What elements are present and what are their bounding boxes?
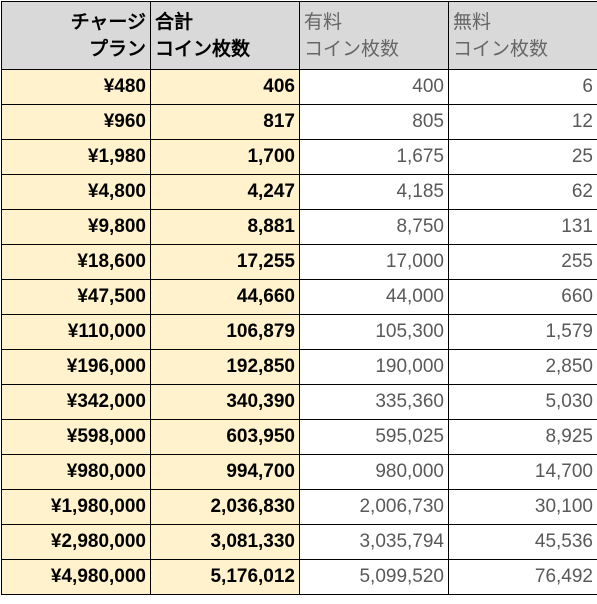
table-cell: ¥980,000 bbox=[1, 454, 151, 490]
header-line: チャージ bbox=[70, 11, 146, 33]
header-row: チャージ プラン 合計 コイン枚数 有料 コイン枚数 無料 コイン枚数 bbox=[1, 1, 597, 70]
table-cell: 62 bbox=[448, 174, 597, 210]
table-cell: ¥598,000 bbox=[1, 419, 151, 455]
table-cell: 340,390 bbox=[150, 384, 300, 420]
header-line: コイン枚数 bbox=[304, 38, 400, 60]
table-cell: ¥960 bbox=[1, 104, 151, 140]
table-cell: 406 bbox=[150, 69, 300, 105]
table-cell: 3,035,794 bbox=[299, 524, 449, 560]
table-row: ¥342,000 340,390 335,360 5,030 bbox=[1, 384, 597, 420]
table-cell: 76,492 bbox=[448, 559, 597, 595]
table-cell: 603,950 bbox=[150, 419, 300, 455]
table-cell: 1,700 bbox=[150, 139, 300, 175]
table-cell: 5,176,012 bbox=[150, 559, 300, 595]
table-cell: 6 bbox=[448, 69, 597, 105]
table-cell: ¥2,980,000 bbox=[1, 524, 151, 560]
header-line: 有料 bbox=[304, 11, 343, 33]
table-row: ¥1,980 1,700 1,675 25 bbox=[1, 139, 597, 175]
table-cell: 4,247 bbox=[150, 174, 300, 210]
table-cell: 2,006,730 bbox=[299, 489, 449, 525]
table-cell: 45,536 bbox=[448, 524, 597, 560]
table-row: ¥980,000 994,700 980,000 14,700 bbox=[1, 454, 597, 490]
table-row: ¥1,980,000 2,036,830 2,006,730 30,100 bbox=[1, 489, 597, 525]
table-cell: 8,925 bbox=[448, 419, 597, 455]
table-row: ¥480 406 400 6 bbox=[1, 69, 597, 105]
table-cell: 660 bbox=[448, 279, 597, 315]
table-cell: 5,099,520 bbox=[299, 559, 449, 595]
table-cell: 8,881 bbox=[150, 209, 300, 245]
table-cell: 255 bbox=[448, 244, 597, 280]
header-cell: 無料 コイン枚数 bbox=[448, 1, 597, 70]
table-cell: ¥4,980,000 bbox=[1, 559, 151, 595]
table-cell: 994,700 bbox=[150, 454, 300, 490]
table-row: ¥2,980,000 3,081,330 3,035,794 45,536 bbox=[1, 524, 597, 560]
table-cell: 980,000 bbox=[299, 454, 449, 490]
table-body: ¥480 406 400 6 ¥960 817 805 12 ¥1,980 1,700 1,675 2… bbox=[1, 69, 597, 595]
table-row: ¥110,000 106,879 105,300 1,579 bbox=[1, 314, 597, 350]
table-cell: 8,750 bbox=[299, 209, 449, 245]
table-cell: 1,675 bbox=[299, 139, 449, 175]
table-cell: 3,081,330 bbox=[150, 524, 300, 560]
table-cell: 192,850 bbox=[150, 349, 300, 385]
table-cell: 817 bbox=[150, 104, 300, 140]
table-cell: 4,185 bbox=[299, 174, 449, 210]
header-line: 合計 bbox=[155, 11, 194, 33]
table-cell: ¥47,500 bbox=[1, 279, 151, 315]
table-cell: 17,000 bbox=[299, 244, 449, 280]
table-row: ¥960 817 805 12 bbox=[1, 104, 597, 140]
table-cell: 44,660 bbox=[150, 279, 300, 315]
table-cell: ¥110,000 bbox=[1, 314, 151, 350]
table-cell: 105,300 bbox=[299, 314, 449, 350]
table-cell: 335,360 bbox=[299, 384, 449, 420]
table-cell: 30,100 bbox=[448, 489, 597, 525]
table-cell: 595,025 bbox=[299, 419, 449, 455]
header-line: 無料 bbox=[453, 11, 492, 33]
table-cell: 805 bbox=[299, 104, 449, 140]
table-row: ¥4,980,000 5,176,012 5,099,520 76,492 bbox=[1, 559, 597, 595]
table-row: ¥9,800 8,881 8,750 131 bbox=[1, 209, 597, 245]
table-row: ¥4,800 4,247 4,185 62 bbox=[1, 174, 597, 210]
table-cell: 190,000 bbox=[299, 349, 449, 385]
header-cell: 合計 コイン枚数 bbox=[150, 1, 300, 70]
table-cell: 106,879 bbox=[150, 314, 300, 350]
header-line: コイン枚数 bbox=[453, 38, 549, 60]
header-line: プラン bbox=[88, 38, 146, 60]
table-cell: 400 bbox=[299, 69, 449, 105]
table-cell: 2,036,830 bbox=[150, 489, 300, 525]
table-cell: ¥342,000 bbox=[1, 384, 151, 420]
table-row: ¥598,000 603,950 595,025 8,925 bbox=[1, 419, 597, 455]
table-cell: ¥480 bbox=[1, 69, 151, 105]
table-cell: ¥1,980 bbox=[1, 139, 151, 175]
table-cell: ¥1,980,000 bbox=[1, 489, 151, 525]
header-cell: 有料 コイン枚数 bbox=[299, 1, 449, 70]
table-cell: 12 bbox=[448, 104, 597, 140]
table-cell: ¥18,600 bbox=[1, 244, 151, 280]
table-row: ¥47,500 44,660 44,000 660 bbox=[1, 279, 597, 315]
table-cell: 44,000 bbox=[299, 279, 449, 315]
table-cell: ¥4,800 bbox=[1, 174, 151, 210]
table-cell: 14,700 bbox=[448, 454, 597, 490]
table-cell: 131 bbox=[448, 209, 597, 245]
table-cell: 2,850 bbox=[448, 349, 597, 385]
table-row: ¥196,000 192,850 190,000 2,850 bbox=[1, 349, 597, 385]
table-row: ¥18,600 17,255 17,000 255 bbox=[1, 244, 597, 280]
table-cell: ¥9,800 bbox=[1, 209, 151, 245]
table-cell: 1,579 bbox=[448, 314, 597, 350]
table-cell: ¥196,000 bbox=[1, 349, 151, 385]
table-cell: 5,030 bbox=[448, 384, 597, 420]
header-line: コイン枚数 bbox=[155, 38, 251, 60]
table-cell: 17,255 bbox=[150, 244, 300, 280]
table-cell: 25 bbox=[448, 139, 597, 175]
header-cell: チャージプラン bbox=[1, 1, 151, 70]
